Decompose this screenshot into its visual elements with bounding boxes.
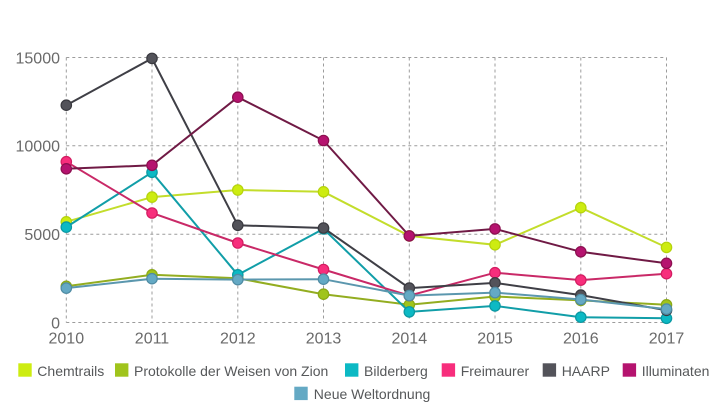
svg-text:2010: 2010 — [49, 331, 85, 348]
svg-text:2016: 2016 — [563, 331, 599, 348]
svg-text:0: 0 — [51, 315, 60, 332]
svg-text:Freimaurer: Freimaurer — [461, 363, 530, 379]
svg-text:2012: 2012 — [220, 331, 256, 348]
svg-text:Bilderberg: Bilderberg — [364, 363, 428, 379]
svg-text:15000: 15000 — [16, 50, 61, 67]
svg-text:HAARP: HAARP — [562, 363, 610, 379]
svg-text:2013: 2013 — [306, 331, 342, 348]
svg-text:Illuminaten: Illuminaten — [642, 363, 710, 379]
svg-text:Chemtrails: Chemtrails — [37, 363, 104, 379]
svg-text:Neue Weltordnung: Neue Weltordnung — [314, 386, 430, 402]
svg-text:2017: 2017 — [649, 331, 685, 348]
svg-text:5000: 5000 — [24, 227, 60, 244]
svg-text:2011: 2011 — [135, 331, 170, 348]
svg-text:10000: 10000 — [16, 139, 61, 156]
svg-text:2015: 2015 — [477, 331, 513, 348]
svg-text:2014: 2014 — [392, 331, 428, 348]
svg-text:Protokolle der Weisen von Zion: Protokolle der Weisen von Zion — [134, 363, 328, 379]
